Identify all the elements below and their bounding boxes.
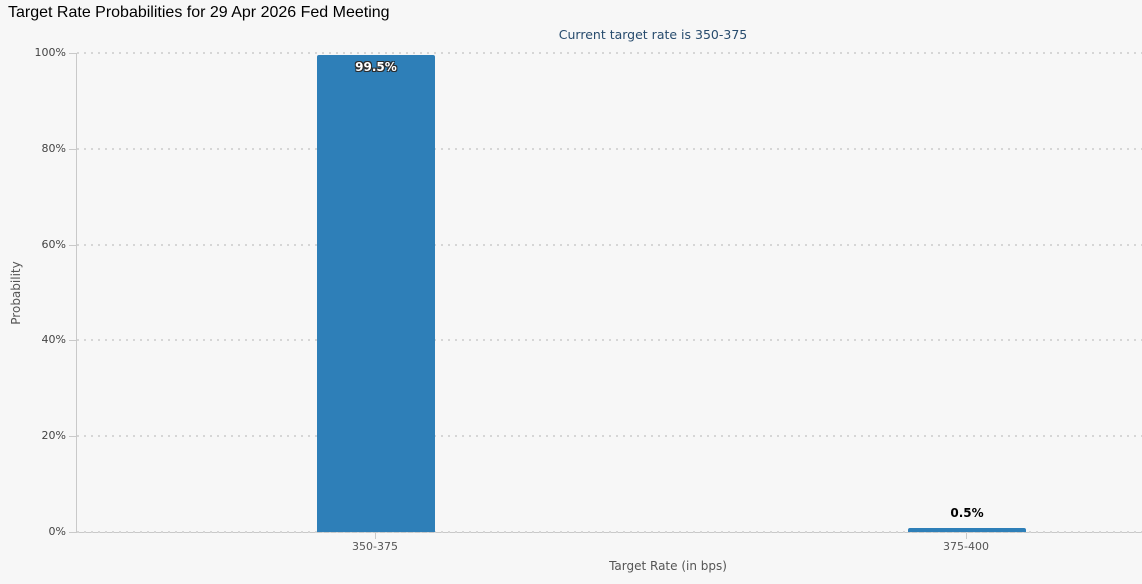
y-tick-mark (69, 340, 76, 342)
bar-375-400[interactable] (908, 528, 1026, 532)
plot-area: 99.5% 0.5% (76, 52, 1142, 533)
gridline-40% (77, 339, 1142, 342)
chart-title: Target Rate Probabilities for 29 Apr 202… (8, 4, 390, 21)
y-tick-label-80%: 80% (41, 141, 66, 155)
x-tick-mark (375, 533, 376, 539)
y-tick-mark (69, 532, 76, 533)
y-tick-mark (69, 436, 76, 438)
gridline-0% (77, 531, 1142, 533)
x-axis-title: Target Rate (in bps) (609, 559, 727, 573)
bar-350-375[interactable] (317, 55, 435, 532)
y-tick-mark (69, 244, 76, 246)
gridline-60% (77, 243, 1142, 246)
y-tick-label-20%: 20% (41, 429, 66, 443)
y-tick-mark (69, 53, 76, 54)
gridline-80% (77, 147, 1142, 150)
gridline-100% (77, 52, 1142, 54)
x-tick-mark (966, 533, 967, 539)
y-tick-label-40%: 40% (41, 333, 66, 347)
y-tick-mark (69, 148, 76, 150)
y-tick-label-0%: 0% (48, 525, 66, 538)
bar-value-label-375-400: 0.5% (950, 506, 984, 520)
x-tick-label-375-400: 375-400 (943, 540, 989, 553)
bar-value-label-350-375: 99.5% (355, 60, 397, 75)
y-axis-title: Probability (9, 261, 23, 325)
y-tick-label-60%: 60% (41, 237, 66, 251)
x-tick-label-350-375: 350-375 (352, 540, 398, 553)
y-tick-label-100%: 100% (34, 46, 66, 59)
chart-subtitle: Current target rate is 350-375 (558, 27, 748, 42)
gridline-20% (77, 435, 1142, 438)
